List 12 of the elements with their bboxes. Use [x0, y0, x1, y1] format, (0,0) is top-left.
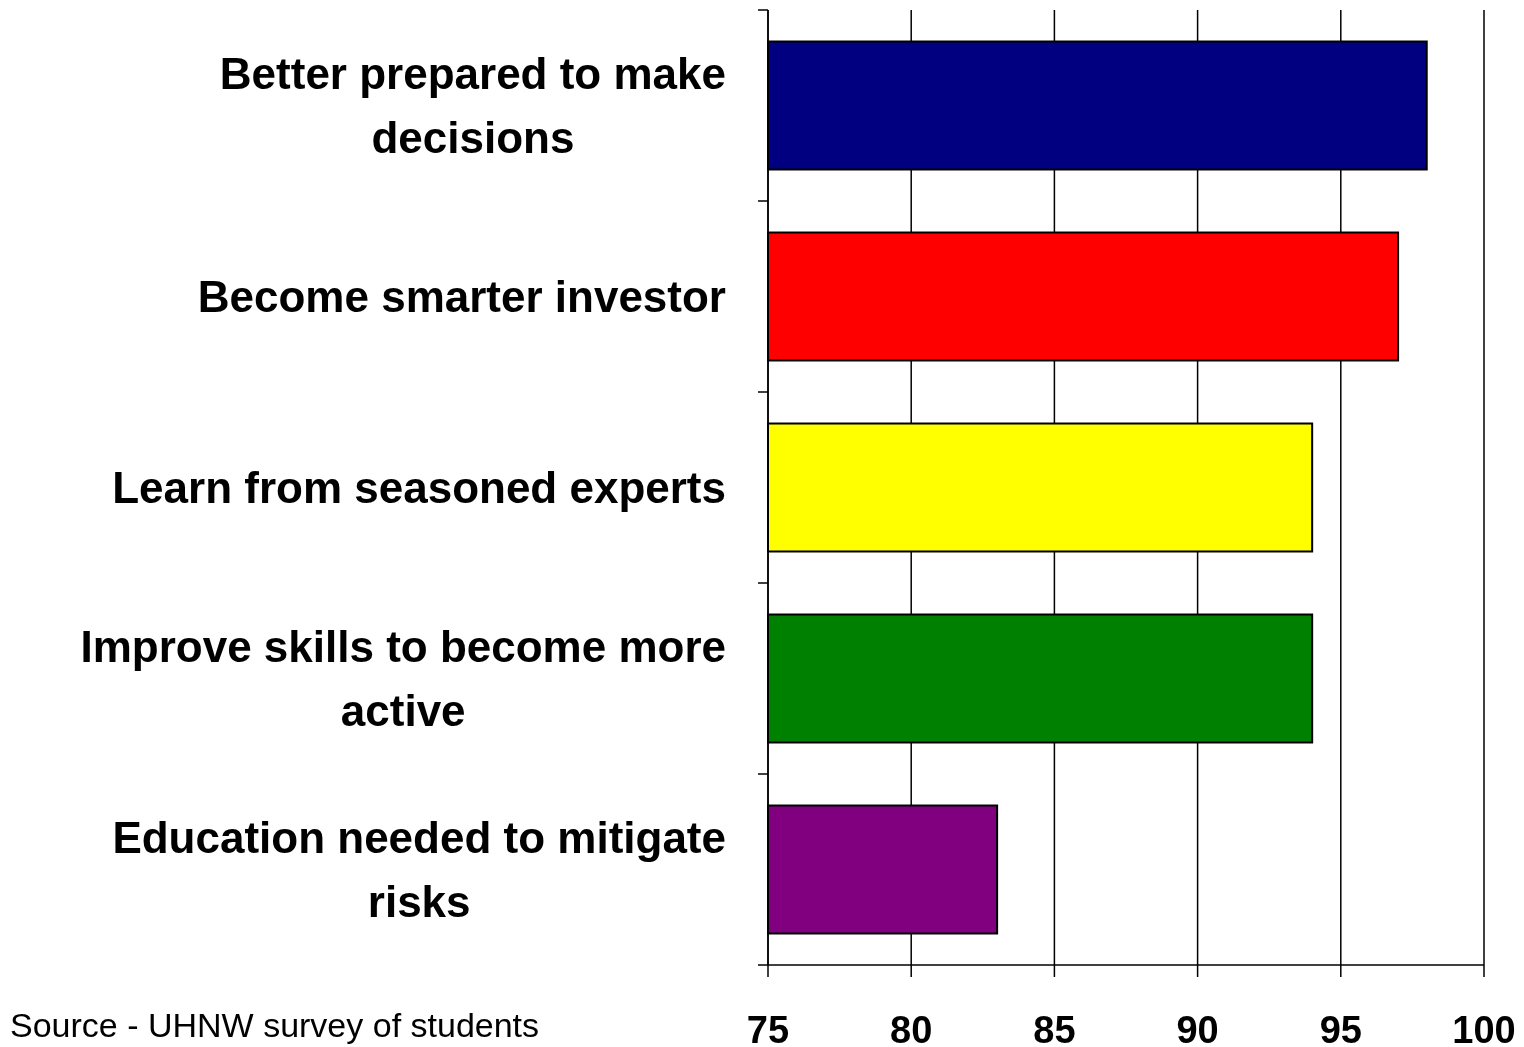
- x-tick-label: 75: [746, 1009, 790, 1047]
- y-tick-label: Become smarter investor: [197, 271, 727, 321]
- y-tick-label: Learn from seasoned experts: [112, 462, 726, 512]
- y-tick-label: Better prepared to make decisions: [219, 48, 726, 162]
- source-note: Source - UHNW survey of students: [10, 1006, 540, 1044]
- x-tick-label: 90: [1176, 1009, 1219, 1047]
- x-tick-label: 95: [1319, 1009, 1362, 1047]
- x-tick-label: 100: [1452, 1009, 1516, 1047]
- x-tick-label: 85: [1033, 1009, 1076, 1047]
- y-tick-label: Education needed to mitigate risks: [112, 812, 726, 926]
- y-tick-label: Improve skills to become more active: [80, 621, 726, 735]
- x-tick-label: 80: [890, 1009, 933, 1047]
